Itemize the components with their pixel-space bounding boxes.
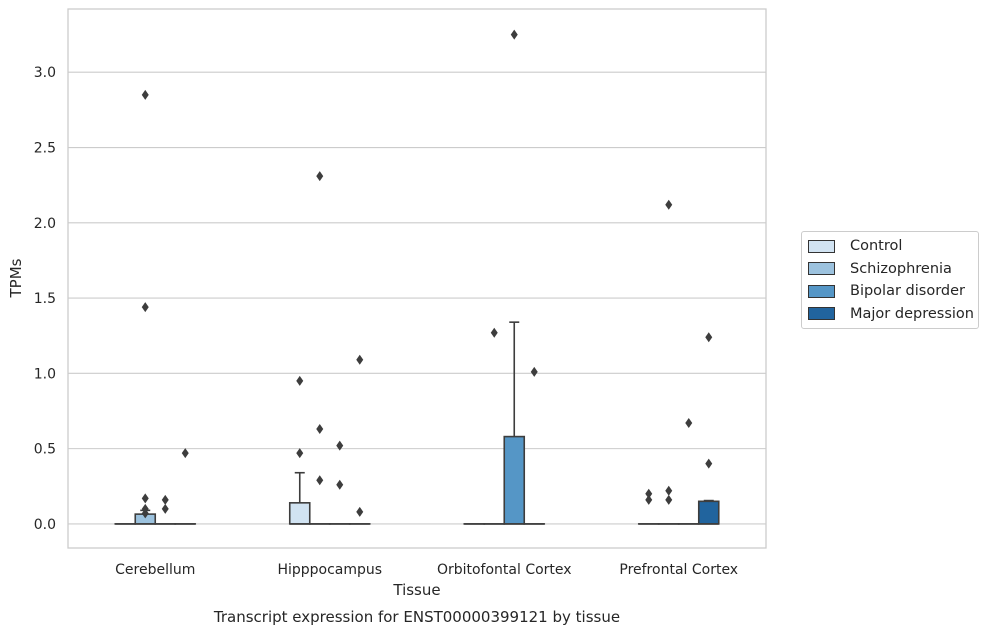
outlier-point [665, 199, 673, 210]
legend: Control Schizophrenia Bipolar disorder Majo… [801, 231, 979, 329]
box-1-0 [288, 471, 311, 525]
x-tick-label: Cerebellum [115, 562, 195, 578]
legend-item: Schizophrenia [808, 258, 974, 281]
box-3-3 [697, 499, 720, 525]
legend-swatch [808, 239, 835, 253]
outlier-point [141, 302, 149, 313]
outlier-point [705, 458, 713, 469]
y-tick-label: 3.0 [34, 65, 56, 81]
grid-layer [68, 71, 766, 525]
legend-swatch [808, 262, 835, 276]
x-axis-label: Tissue [392, 581, 440, 599]
y-axis-label: TPMs [7, 258, 25, 298]
chart-title: Transcript expression for ENST0000039912… [213, 608, 620, 626]
outlier-point [316, 171, 324, 182]
outlier-point [336, 440, 344, 451]
outlier-point [336, 479, 344, 490]
x-tick-labels: Cerebellum Hipppocampus Orbitofontal Corte… [115, 562, 738, 578]
outlier-point [161, 503, 169, 514]
plot-frame [67, 8, 767, 549]
box-2-2 [503, 321, 526, 525]
legend-label: Bipolar disorder [850, 283, 965, 300]
outlier-point [705, 332, 713, 343]
box-layer [114, 321, 720, 525]
y-tick-label: 1.0 [34, 366, 56, 382]
box-body [288, 502, 311, 525]
y-tick-label: 2.5 [34, 141, 56, 157]
outlier-point [141, 493, 149, 504]
legend-label: Schizophrenia [850, 260, 952, 277]
outlier-point [141, 89, 149, 100]
legend-label: Control [850, 238, 903, 255]
x-tick-label: Prefrontal Cortex [619, 562, 738, 578]
y-tick-label: 0.5 [34, 442, 56, 458]
outlier-point [296, 375, 304, 386]
box-body [503, 435, 526, 525]
x-tick-label: Orbitofontal Cortex [437, 562, 572, 578]
outlier-point [296, 448, 304, 459]
legend-swatch [808, 307, 835, 321]
y-tick-label: 2.0 [34, 216, 56, 232]
outlier-point [665, 494, 673, 505]
y-tick-labels: 0.0 0.5 1.0 1.5 2.0 2.5 3.0 [34, 65, 56, 533]
legend-item: Bipolar disorder [808, 280, 974, 303]
outlier-point [161, 494, 169, 505]
legend-item: Control [808, 235, 974, 258]
flier-layer [141, 29, 713, 519]
outlier-point [645, 488, 653, 499]
outlier-point [356, 354, 364, 365]
outlier-point [316, 424, 324, 435]
outlier-point [685, 418, 693, 429]
outlier-point [181, 448, 189, 459]
outlier-point [356, 506, 364, 517]
outlier-point [665, 485, 673, 496]
outlier-point [490, 327, 498, 338]
box-body [697, 500, 720, 525]
outlier-point [316, 475, 324, 486]
outlier-point [645, 494, 653, 505]
outlier-point [141, 503, 149, 514]
x-tick-label: Hipppocampus [277, 562, 382, 578]
legend-label: Major depression [850, 305, 974, 322]
legend-swatch [808, 284, 835, 298]
y-tick-label: 0.0 [34, 517, 56, 533]
y-tick-label: 1.5 [34, 291, 56, 307]
outlier-point [510, 29, 518, 40]
legend-item: Major depression [808, 303, 974, 326]
outlier-point [530, 366, 538, 377]
